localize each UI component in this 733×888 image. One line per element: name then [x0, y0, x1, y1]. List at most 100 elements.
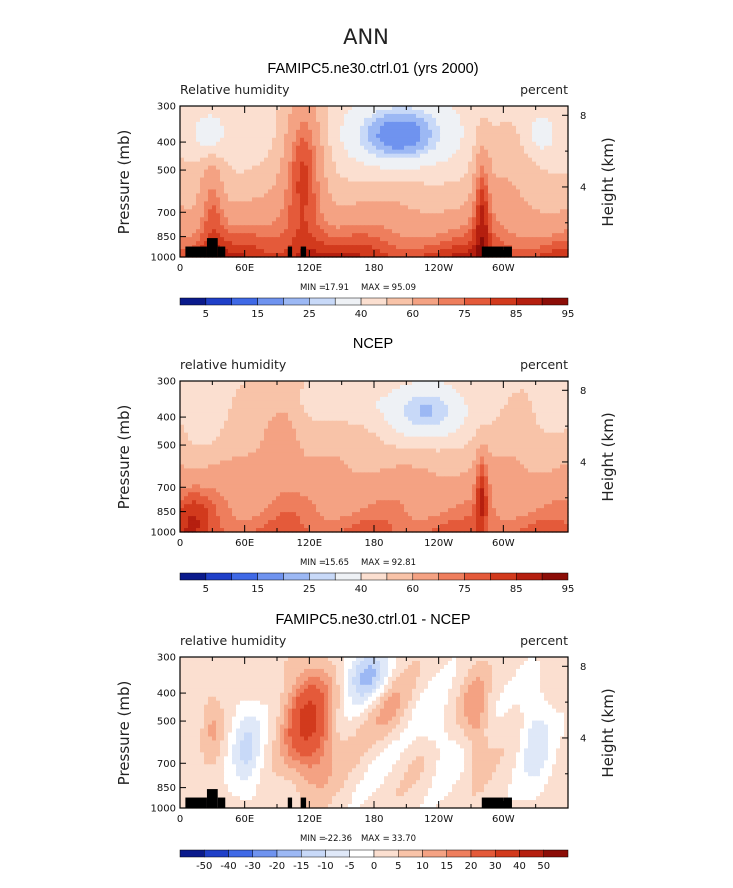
field-cell — [256, 113, 261, 119]
field-cell — [260, 157, 265, 163]
field-cell — [480, 133, 485, 139]
field-cell — [268, 137, 273, 143]
field-cell — [552, 181, 557, 187]
field-cell — [280, 106, 285, 111]
field-cell — [352, 201, 357, 206]
field-cell — [492, 237, 497, 242]
field-cell — [212, 225, 217, 230]
field-cell — [304, 392, 309, 398]
field-cell — [396, 121, 401, 127]
field-cell — [528, 153, 533, 159]
field-cell — [324, 249, 329, 254]
field-cell — [264, 249, 269, 254]
field-cell — [464, 424, 469, 430]
field-cell — [432, 237, 437, 242]
field-cell — [504, 157, 509, 163]
field-cell — [388, 133, 393, 139]
field-cell — [192, 165, 197, 171]
field-cell — [260, 213, 265, 218]
field-cell — [416, 113, 421, 119]
field-cell — [352, 241, 357, 246]
field-cell — [288, 392, 293, 398]
field-cell — [432, 245, 437, 250]
field-cell — [380, 245, 385, 250]
field-cell — [444, 388, 449, 394]
field-cell — [516, 249, 521, 254]
field-cell — [308, 412, 313, 418]
field-cell — [332, 181, 337, 187]
field-cell — [516, 141, 521, 147]
field-cell — [452, 137, 457, 143]
field-cell — [336, 408, 341, 414]
field-cell — [536, 169, 541, 175]
field-cell — [544, 173, 549, 179]
field-cell — [364, 424, 369, 430]
field-cell — [544, 117, 549, 123]
field-cell — [224, 221, 229, 226]
field-cell — [320, 381, 325, 386]
field-cell — [480, 177, 485, 183]
field-cell — [380, 137, 385, 143]
field-cell — [304, 125, 309, 131]
field-cell — [252, 384, 257, 390]
field-cell — [188, 161, 193, 167]
field-cell — [424, 229, 429, 234]
field-cell — [560, 404, 565, 410]
field-cell — [220, 141, 225, 147]
field-cell — [496, 384, 501, 390]
field-cell — [532, 141, 537, 147]
field-cell — [324, 221, 329, 226]
field-cell — [488, 237, 493, 242]
field-cell — [268, 213, 273, 218]
field-cell — [372, 241, 377, 246]
field-cell — [476, 392, 481, 398]
field-cell — [224, 145, 229, 151]
field-cell — [264, 245, 269, 250]
field-cell — [240, 157, 245, 163]
field-cell — [196, 161, 201, 167]
field-cell — [272, 209, 277, 214]
field-cell — [228, 225, 233, 230]
field-cell — [404, 213, 409, 218]
field-cell — [504, 237, 509, 242]
field-cell — [464, 109, 469, 115]
field-cell — [228, 253, 233, 258]
field-cell — [240, 125, 245, 131]
field-cell — [428, 213, 433, 218]
field-cell — [204, 181, 209, 187]
field-cell — [556, 396, 561, 402]
field-cell — [396, 149, 401, 155]
field-cell — [476, 181, 481, 187]
field-cell — [452, 381, 457, 386]
field-cell — [232, 241, 237, 246]
field-cell — [232, 157, 237, 163]
field-cell — [220, 428, 225, 434]
field-cell — [440, 193, 445, 198]
field-cell — [324, 201, 329, 206]
field-cell — [468, 137, 473, 143]
colorbar-label: 75 — [458, 309, 471, 320]
field-cell — [532, 193, 537, 198]
field-cell — [212, 412, 217, 418]
field-cell — [324, 225, 329, 230]
field-cell — [464, 229, 469, 234]
field-cell — [560, 249, 565, 254]
field-cell — [388, 153, 393, 159]
field-cell — [236, 106, 241, 111]
field-cell — [308, 408, 313, 414]
field-cell — [196, 381, 201, 386]
field-cell — [460, 109, 465, 115]
field-cell — [388, 253, 393, 258]
field-cell — [544, 145, 549, 151]
field-cell — [476, 237, 481, 242]
field-cell — [484, 129, 489, 135]
field-cell — [196, 205, 201, 210]
field-cell — [332, 424, 337, 430]
field-cell — [536, 137, 541, 143]
field-cell — [512, 137, 517, 143]
field-cell — [184, 121, 189, 127]
field-cell — [528, 404, 533, 410]
field-cell — [488, 221, 493, 226]
field-cell — [464, 201, 469, 206]
field-cell — [476, 185, 481, 191]
